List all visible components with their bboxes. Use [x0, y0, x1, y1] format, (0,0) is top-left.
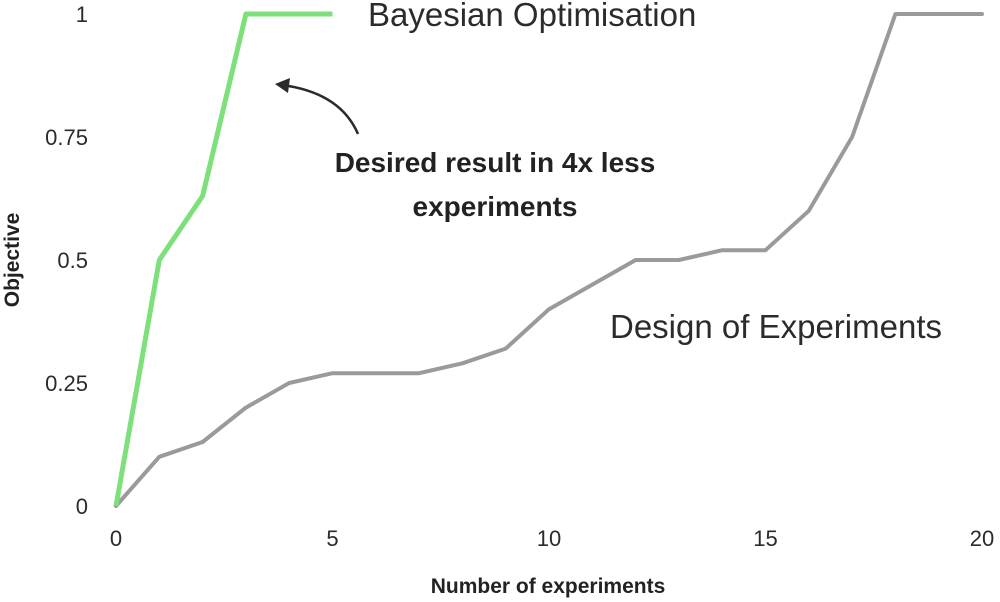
- annotation-arrow: [281, 83, 360, 135]
- x-axis-title: Number of experiments: [431, 575, 666, 598]
- y-axis-title: Objective: [1, 213, 24, 308]
- series-line-design-of-experiments: [114, 12, 984, 508]
- y-tick-label: 0: [76, 494, 88, 519]
- x-tick-label: 10: [537, 526, 561, 551]
- x-axis-ticks: 0 5 10 15 20: [110, 526, 994, 551]
- y-tick-label: 0.75: [45, 125, 88, 150]
- series-label-design-of-experiments: Design of Experiments: [610, 308, 942, 345]
- x-tick-label: 20: [970, 526, 994, 551]
- annotation-text-line-2: experiments: [413, 191, 578, 222]
- x-tick-label: 0: [110, 526, 122, 551]
- series-label-bayesian-optimisation: Bayesian Optimisation: [368, 0, 696, 33]
- annotation: Desired result in 4x less experiments: [275, 78, 655, 222]
- y-tick-label: 1: [76, 2, 88, 27]
- y-axis-ticks: 0 0.25 0.5 0.75 1: [45, 2, 88, 519]
- x-tick-label: 5: [326, 526, 338, 551]
- y-tick-label: 0.5: [57, 248, 88, 273]
- x-tick-label: 15: [753, 526, 777, 551]
- annotation-text-line-1: Desired result in 4x less: [335, 147, 656, 178]
- annotation-arrowhead: [275, 78, 290, 93]
- y-tick-label: 0.25: [45, 371, 88, 396]
- series-line-bayesian-optimisation: [113, 11, 333, 507]
